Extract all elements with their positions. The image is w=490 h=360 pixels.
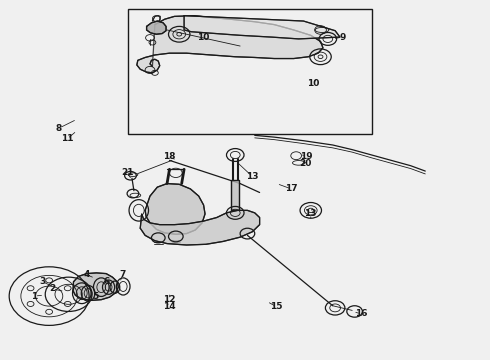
Text: 17: 17 — [285, 184, 297, 193]
Text: 4: 4 — [83, 270, 90, 279]
Text: 19: 19 — [299, 152, 312, 161]
Text: 6: 6 — [103, 277, 109, 286]
Text: 9: 9 — [339, 33, 345, 42]
Text: 13: 13 — [304, 210, 317, 219]
Text: 12: 12 — [163, 295, 176, 304]
Text: 18: 18 — [163, 152, 176, 161]
Text: 14: 14 — [163, 302, 176, 311]
Bar — [128, 9, 372, 134]
Polygon shape — [147, 21, 166, 34]
Text: 16: 16 — [355, 310, 367, 319]
Text: 7: 7 — [119, 270, 125, 279]
Polygon shape — [145, 184, 205, 234]
Text: 10: 10 — [307, 79, 319, 88]
Text: 13: 13 — [246, 172, 259, 181]
Polygon shape — [73, 273, 118, 300]
Text: 3: 3 — [40, 277, 46, 286]
Text: 5: 5 — [92, 292, 98, 301]
Text: 1: 1 — [31, 292, 38, 301]
Text: 2: 2 — [49, 284, 56, 293]
Text: 8: 8 — [56, 124, 62, 133]
Polygon shape — [231, 180, 239, 210]
Text: 11: 11 — [61, 134, 74, 143]
Text: 15: 15 — [270, 302, 283, 311]
Polygon shape — [184, 16, 340, 39]
Text: 20: 20 — [300, 159, 312, 168]
Text: 10: 10 — [197, 33, 210, 42]
Polygon shape — [140, 210, 260, 245]
Text: 21: 21 — [121, 168, 133, 177]
Polygon shape — [137, 16, 323, 73]
